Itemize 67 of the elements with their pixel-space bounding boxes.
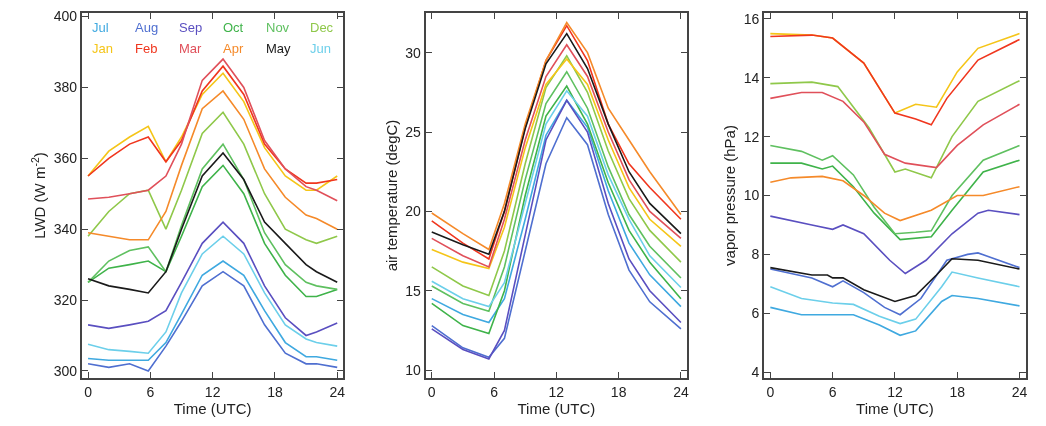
- text: Jan: [92, 41, 113, 56]
- text: Dec: [310, 20, 334, 35]
- x-tick-label: 6: [490, 383, 499, 400]
- y-axis-title: vapor pressure (hPa): [721, 125, 739, 266]
- x-tick-label: 18: [267, 383, 283, 400]
- line-series: [87, 260, 339, 362]
- x-tick-label: 0: [766, 383, 775, 400]
- line-series: [87, 58, 339, 202]
- text: Sep: [179, 20, 203, 35]
- line-series: [87, 111, 339, 245]
- x-tick-label: 6: [146, 383, 155, 400]
- text: Nov: [266, 20, 290, 35]
- y-tick-label: 380: [53, 79, 78, 96]
- y-tick-label: 14: [743, 69, 760, 86]
- text: Jul: [92, 20, 109, 35]
- y-tick-label: 12: [743, 128, 760, 145]
- y-axis-title: air temperature (degC): [382, 119, 400, 272]
- x-axis-title: Time (UTC): [856, 399, 934, 417]
- y-tick-label: 6: [751, 305, 760, 322]
- line-series: [769, 294, 1021, 337]
- y-tick-label: 20: [405, 203, 421, 220]
- y-tick-label: 340: [53, 221, 78, 238]
- text: Jun: [310, 41, 331, 56]
- text: Apr: [223, 41, 244, 56]
- y-tick-label: 400: [53, 8, 78, 25]
- y-tick-label: 8: [751, 246, 760, 263]
- y-tick-label: 10: [405, 361, 421, 378]
- x-tick-label: 12: [204, 383, 221, 400]
- y-tick-label: 25: [405, 123, 421, 140]
- x-tick-label: 24: [1011, 383, 1028, 400]
- line-series: [87, 235, 339, 354]
- y-tick-label: 320: [53, 291, 78, 308]
- x-tick-label: 18: [610, 383, 627, 400]
- line-series: [87, 90, 339, 241]
- line-series: [769, 252, 1021, 316]
- text: May: [266, 41, 292, 56]
- y-tick-label: 10: [743, 187, 760, 204]
- line-series: [769, 209, 1021, 275]
- x-tick-label: 12: [548, 383, 565, 400]
- y-tick-label: 4: [751, 364, 760, 381]
- line-series: [769, 257, 1021, 303]
- line-series: [769, 271, 1021, 325]
- y-tick-label: 15: [405, 282, 421, 299]
- x-tick-label: 24: [329, 383, 346, 400]
- line-series: [769, 175, 1021, 222]
- y-tick-label: 30: [405, 44, 421, 61]
- series-label: Mar: [179, 41, 203, 56]
- y-tick-label: 16: [743, 10, 760, 27]
- x-tick-label: 0: [427, 383, 436, 400]
- line-series: [769, 144, 1021, 235]
- line-series: [769, 159, 1021, 241]
- x-axis-title: Time (UTC): [517, 399, 596, 417]
- x-tick-label: 24: [673, 383, 689, 400]
- x-tick-label: 12: [887, 383, 903, 400]
- text: Oct: [223, 20, 244, 35]
- x-axis-title: Time (UTC): [173, 399, 252, 417]
- line-series: [769, 91, 1021, 169]
- y-tick-label: 360: [53, 150, 78, 167]
- x-tick-label: 6: [828, 383, 837, 400]
- x-tick-label: 18: [949, 383, 966, 400]
- line-series: [87, 270, 339, 372]
- x-tick-label: 0: [84, 383, 93, 400]
- y-tick-label: 300: [53, 362, 78, 379]
- text: Feb: [135, 41, 158, 56]
- line-series: [769, 79, 1021, 179]
- line-series: [87, 221, 339, 337]
- text: Aug: [135, 20, 159, 35]
